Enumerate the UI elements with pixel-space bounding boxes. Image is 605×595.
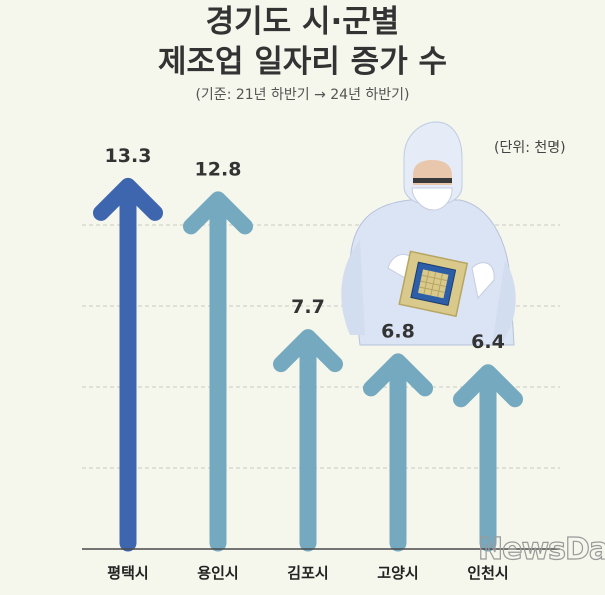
category-label: 김포시 [287,564,328,582]
category-label: 고양시 [377,564,418,582]
category-label: 용인시 [197,564,238,582]
goggles [413,178,452,183]
arrow-bar [183,191,253,552]
arrow-head [93,177,163,221]
category-label: 평택시 [107,564,148,582]
arrow-head [453,364,523,408]
chart-title-line-1: 경기도 시·군별 [205,4,400,40]
arrow-bar [453,364,523,552]
value-label: 7.7 [291,296,325,318]
value-label: 13.3 [105,145,152,167]
category-label: 인천시 [467,564,508,582]
newsda-watermark: NewsDa [477,531,605,567]
chart-title-line-2: 제조업 일자리 증가 수 [157,44,448,80]
arrow-head [363,353,433,397]
arrow-bar [273,329,343,552]
value-label: 6.8 [381,320,415,342]
worker-illustration [341,121,516,346]
value-label: 6.4 [471,331,505,353]
gridlines [82,224,560,469]
value-label: 12.8 [195,158,242,180]
arrow-head [273,329,343,373]
arrow-marks [93,177,523,552]
unit-label: (단위: 천명) [494,140,566,156]
arrow-head [183,191,253,235]
arrow-bar [363,353,433,552]
arrow-bar [93,177,163,552]
chart-subtitle: (기준: 21년 하반기 → 24년 하반기) [195,87,410,103]
